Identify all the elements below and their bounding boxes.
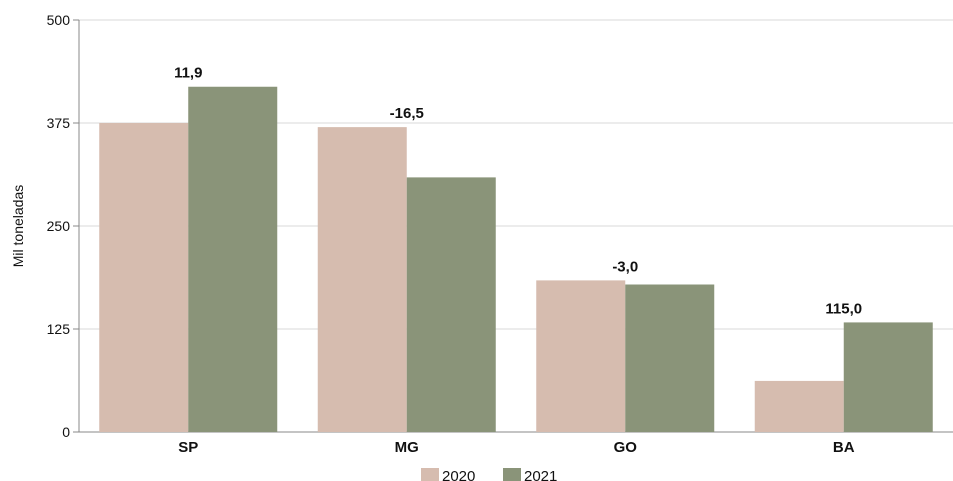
legend-swatch-2020 xyxy=(421,468,439,481)
bar-sp-2020 xyxy=(99,123,189,432)
data-labels: 11,9 -16,5 -3,0 115,0 xyxy=(174,65,862,318)
data-label: -16,5 xyxy=(390,105,424,122)
bar-go-2021 xyxy=(625,284,715,432)
category-label: SP xyxy=(178,439,198,456)
legend-label-2020: 2020 xyxy=(442,468,475,481)
y-axis-ticks: 0 125 250 375 500 xyxy=(47,12,79,440)
data-label: 115,0 xyxy=(825,300,862,317)
y-tick-label: 250 xyxy=(47,218,71,234)
legend: 2020 2021 xyxy=(421,468,557,481)
legend-label-2021: 2021 xyxy=(524,468,557,481)
y-tick-label: 375 xyxy=(47,115,71,131)
data-label: -3,0 xyxy=(612,258,638,275)
category-label: MG xyxy=(395,439,419,456)
y-tick-label: 500 xyxy=(47,12,71,28)
y-tick-label: 125 xyxy=(47,321,71,337)
bar-mg-2020 xyxy=(317,127,407,433)
category-label: BA xyxy=(833,439,855,456)
legend-swatch-2021 xyxy=(503,468,521,481)
y-axis-label: Mil toneladas xyxy=(10,185,26,268)
category-label: GO xyxy=(614,439,638,456)
y-tick-label: 0 xyxy=(62,424,70,440)
bar-ba-2021 xyxy=(843,322,933,432)
data-label: 11,9 xyxy=(174,65,202,82)
bar-go-2020 xyxy=(536,280,626,432)
bar-ba-2020 xyxy=(754,380,844,432)
x-axis-categories: SP MG GO BA xyxy=(178,439,855,456)
bar-mg-2021 xyxy=(406,177,496,432)
bar-sp-2021 xyxy=(188,86,278,432)
bars xyxy=(99,86,933,433)
